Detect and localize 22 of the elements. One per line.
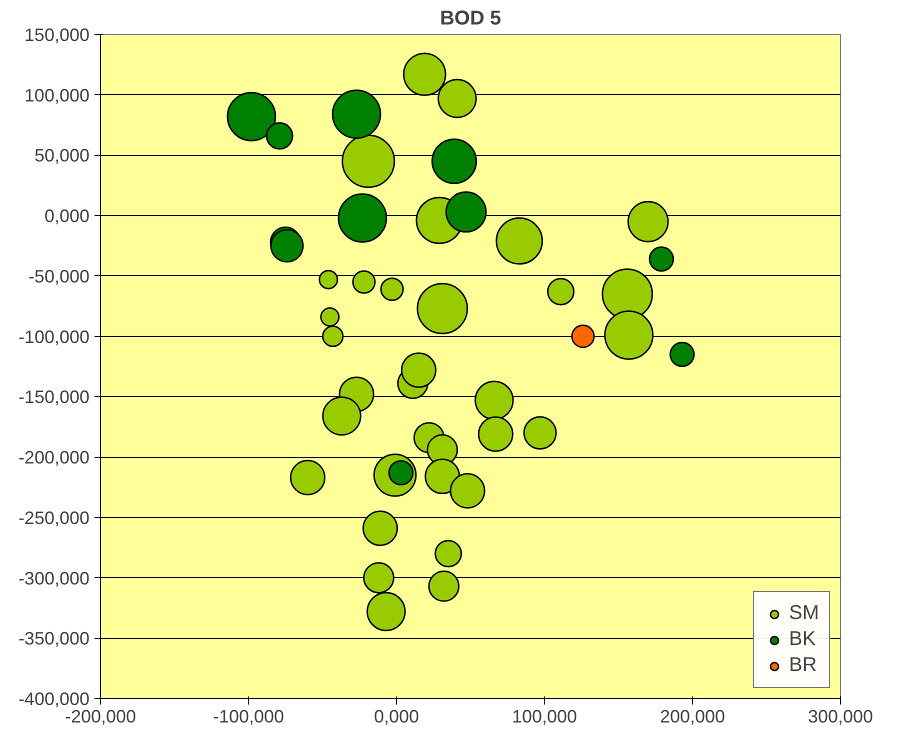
legend-label: BR (789, 654, 817, 677)
legend-label: SM (789, 602, 819, 625)
y-tick-label: -200,000 (18, 448, 90, 468)
y-tick-label: 100,000 (24, 85, 90, 106)
y-tick-label: -250,000 (18, 508, 90, 528)
legend-label: BK (789, 628, 816, 651)
y-tick-label: -300,000 (18, 568, 90, 588)
x-tick-label: 0,000 (374, 706, 420, 726)
x-tick-label: 200,000 (660, 706, 726, 726)
y-tick-label: 50,000 (34, 146, 90, 166)
y-tick-label: -100,000 (18, 326, 90, 347)
chart-title: BOD 5 (440, 8, 502, 30)
y-tick-label: -400,000 (18, 689, 90, 709)
x-tick-label: -200,000 (64, 706, 136, 726)
x-tick-label: -100,000 (212, 706, 284, 726)
y-tick-label: 150,000 (24, 25, 90, 45)
x-tick-label: 100,000 (512, 706, 578, 726)
y-tick-label: 0,000 (44, 206, 90, 226)
y-tick-label: -50,000 (28, 266, 90, 286)
y-tick-label: -150,000 (18, 387, 90, 408)
x-tick-label: 300,000 (808, 706, 874, 726)
y-tick-label: -350,000 (18, 628, 90, 649)
